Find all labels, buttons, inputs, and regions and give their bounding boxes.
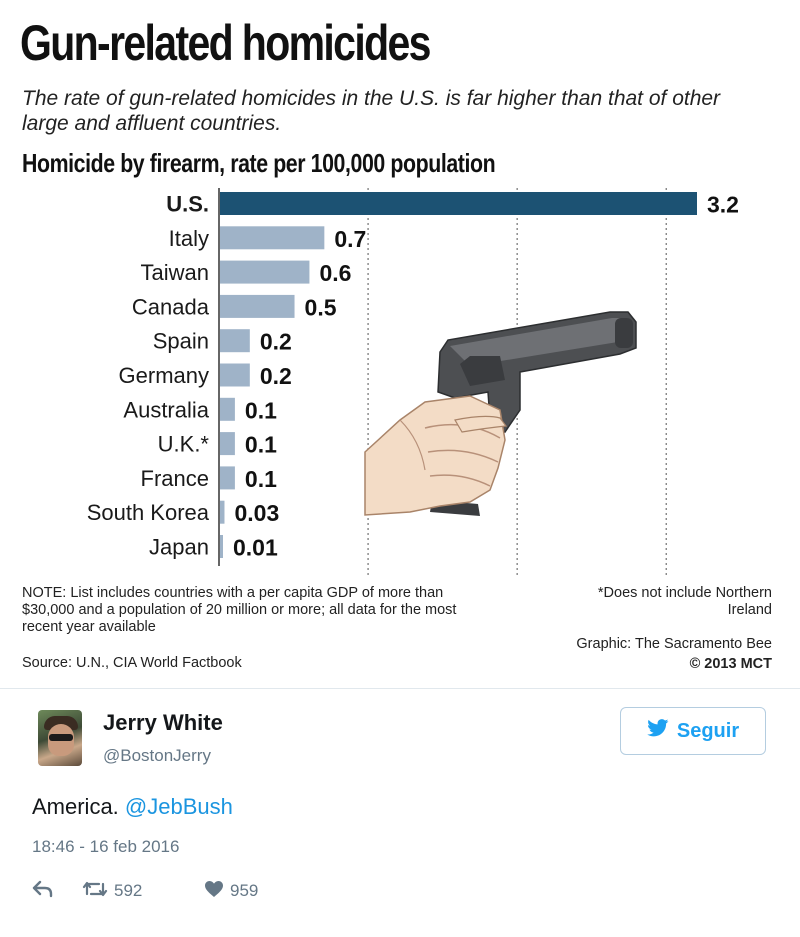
category-label: South Korea (87, 500, 210, 525)
bar (220, 260, 310, 284)
value-label: 0.1 (245, 432, 277, 458)
category-label: Italy (169, 226, 209, 251)
value-label: 3.2 (707, 192, 739, 218)
value-label: 0.5 (305, 294, 337, 320)
value-label: 0.1 (245, 466, 277, 492)
category-label: Japan (149, 535, 209, 560)
chart-heading: Homicide by firearm, rate per 100,000 po… (22, 148, 496, 178)
infographic-subtitle: The rate of gun-related homicides in the… (22, 87, 721, 135)
follow-button[interactable]: Seguir (620, 707, 766, 755)
category-label: U.K.* (158, 432, 210, 457)
tweet-actions: 592 959 (32, 878, 258, 904)
bar (220, 363, 250, 387)
value-label: 0.1 (245, 397, 277, 423)
tweet-card: Jerry White @BostonJerry Seguir America.… (0, 690, 800, 937)
value-label: 0.03 (234, 500, 279, 526)
copyright-text: © 2013 MCT (689, 656, 772, 672)
category-label: Australia (123, 397, 209, 422)
retweet-button[interactable]: 592 (82, 880, 204, 903)
value-label: 0.01 (233, 535, 278, 561)
hand-gun-illustration (364, 311, 637, 516)
avatar[interactable] (38, 710, 82, 766)
credit-text: Graphic: The Sacramento Bee (576, 636, 772, 652)
category-label: France (141, 466, 209, 491)
follow-label: Seguir (676, 719, 740, 742)
chart-footnote: *Does not include Northern Ireland (597, 585, 772, 618)
bar (220, 329, 250, 353)
divider (0, 688, 800, 689)
bar (220, 294, 295, 318)
bar-chart: U.S. 3.2 Italy 0.7 Taiwan 0.6 Canada 0.5 Spain 0.… (87, 188, 739, 578)
chart-source: Source: U.N., CIA World Factbook (22, 655, 242, 671)
retweet-icon (82, 880, 108, 903)
category-label: Spain (153, 329, 209, 354)
heart-icon (204, 880, 224, 903)
like-button[interactable]: 959 (204, 880, 258, 903)
value-label: 0.7 (334, 226, 366, 252)
bar (220, 500, 225, 524)
category-label: Germany (119, 363, 209, 388)
bar (220, 226, 325, 250)
user-handle[interactable]: @BostonJerry (103, 746, 211, 765)
bar (220, 397, 235, 421)
category-label: Canada (132, 294, 210, 319)
bar (220, 192, 697, 215)
category-label: Taiwan (141, 260, 209, 285)
user-name[interactable]: Jerry White (103, 710, 223, 735)
category-label: U.S. (166, 192, 209, 217)
value-label: 0.6 (319, 260, 351, 286)
bar (220, 432, 235, 456)
value-label: 0.2 (260, 363, 292, 389)
tweet-text: America. @JebBush (32, 794, 233, 820)
chart-note: NOTE: List includes countries with a per… (22, 585, 457, 635)
tweet-body: America. (32, 794, 125, 819)
tweet-timestamp[interactable]: 18:46 - 16 feb 2016 (32, 837, 180, 856)
reply-icon (32, 880, 54, 903)
reply-button[interactable] (32, 880, 82, 903)
bar (220, 466, 235, 490)
twitter-bird-icon (646, 719, 669, 743)
infographic: Gun-related homicides The rate of gun-re… (20, 15, 772, 674)
bar (220, 535, 223, 558)
mention-link[interactable]: @JebBush (124, 794, 233, 819)
value-label: 0.2 (260, 329, 292, 355)
infographic-title: Gun-related homicides (20, 15, 431, 71)
chart-credit: Graphic: The Sacramento Bee © 2013 MCT (576, 634, 772, 674)
retweet-count: 592 (114, 881, 143, 900)
like-count: 959 (230, 881, 259, 900)
